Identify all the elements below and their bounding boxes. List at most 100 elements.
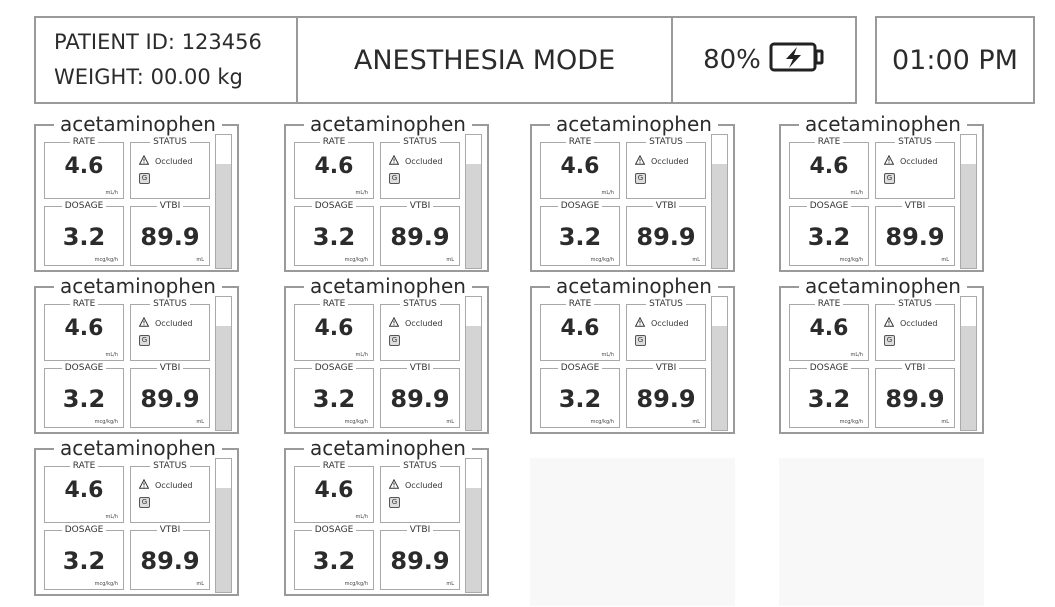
vtbi-cell: VTBI 89.9 mL	[130, 363, 210, 428]
volume-gauge-fill	[961, 164, 976, 268]
vtbi-label: VTBI	[406, 201, 434, 211]
dosage-value: 3.2	[807, 223, 851, 251]
dosage-unit: mcg/kg/h	[344, 581, 368, 587]
dosage-cell: DOSAGE 3.2 mcg/kg/h	[294, 363, 374, 428]
vtbi-cell: VTBI 89.9 mL	[130, 201, 210, 266]
dosage-label: DOSAGE	[61, 201, 107, 211]
warning-icon	[388, 154, 405, 167]
patient-id-label: PATIENT ID:	[54, 30, 175, 54]
pump-tile[interactable]: acetaminophen RATE 4.6 mL/h STATUS Occlu…	[34, 275, 239, 434]
warning-icon	[388, 316, 405, 329]
badge-g: G	[635, 335, 646, 346]
volume-gauge	[215, 296, 232, 431]
pump-tile[interactable]: acetaminophen RATE 4.6 mL/h STATUS Occlu…	[284, 275, 489, 434]
vtbi-cell: VTBI 89.9 mL	[875, 363, 955, 428]
volume-gauge-fill	[712, 164, 727, 268]
volume-gauge	[465, 134, 482, 269]
battery-status: 80%	[673, 18, 855, 102]
pump-tile[interactable]: acetaminophen RATE 4.6 mL/h STATUS Occlu…	[34, 437, 239, 596]
rate-unit: mL/h	[850, 190, 863, 196]
volume-gauge	[465, 458, 482, 593]
volume-gauge	[215, 134, 232, 269]
battery-charging-icon	[769, 42, 825, 79]
vtbi-label: VTBI	[406, 525, 434, 535]
pump-tile[interactable]: acetaminophen RATE 4.6 mL/h STATUS Occlu…	[779, 113, 984, 272]
volume-gauge	[215, 458, 232, 593]
status-cell: STATUS Occluded G	[626, 299, 706, 361]
dosage-unit: mcg/kg/h	[590, 419, 614, 425]
rate-unit: mL/h	[105, 190, 118, 196]
rate-value: 4.6	[560, 154, 600, 179]
vtbi-value: 89.9	[636, 385, 696, 413]
drug-name: acetaminophen	[54, 275, 222, 297]
dosage-cell: DOSAGE 3.2 mcg/kg/h	[540, 201, 620, 266]
dosage-unit: mcg/kg/h	[590, 257, 614, 263]
vtbi-label: VTBI	[156, 525, 184, 535]
dosage-cell: DOSAGE 3.2 mcg/kg/h	[44, 525, 124, 590]
patient-id-value: 123456	[181, 30, 262, 54]
vtbi-value: 89.9	[885, 223, 945, 251]
dosage-value: 3.2	[312, 385, 356, 413]
drug-name: acetaminophen	[304, 113, 472, 135]
rate-cell: RATE 4.6 mL/h	[294, 137, 374, 199]
vtbi-value: 89.9	[390, 223, 450, 251]
drug-name: acetaminophen	[550, 275, 718, 297]
dosage-cell: DOSAGE 3.2 mcg/kg/h	[44, 363, 124, 428]
volume-gauge-fill	[466, 164, 481, 268]
vtbi-cell: VTBI 89.9 mL	[380, 363, 460, 428]
weight-value: 00.00 kg	[150, 65, 243, 89]
badge-g: G	[884, 335, 895, 346]
vtbi-cell: VTBI 89.9 mL	[380, 525, 460, 590]
mode-indicator: ANESTHESIA MODE	[298, 18, 673, 102]
rate-label: RATE	[69, 137, 99, 147]
battery-percent: 80%	[703, 45, 761, 75]
drug-name: acetaminophen	[799, 113, 967, 135]
rate-unit: mL/h	[355, 352, 368, 358]
rate-label: RATE	[319, 137, 349, 147]
vtbi-value: 89.9	[390, 385, 450, 413]
vtbi-value: 89.9	[140, 385, 200, 413]
vtbi-value: 89.9	[140, 223, 200, 251]
pump-tile[interactable]: acetaminophen RATE 4.6 mL/h STATUS Occlu…	[530, 113, 735, 272]
dosage-cell: DOSAGE 3.2 mcg/kg/h	[789, 363, 869, 428]
clock-time: 01:00 PM	[892, 44, 1018, 76]
dosage-value: 3.2	[558, 223, 602, 251]
vtbi-label: VTBI	[652, 201, 680, 211]
dosage-unit: mcg/kg/h	[94, 257, 118, 263]
rate-value: 4.6	[809, 316, 849, 341]
warning-icon	[634, 154, 651, 167]
pump-tile[interactable]: acetaminophen RATE 4.6 mL/h STATUS Occlu…	[284, 113, 489, 272]
pump-tile[interactable]: acetaminophen RATE 4.6 mL/h STATUS Occlu…	[284, 437, 489, 596]
warning-icon	[634, 316, 651, 329]
rate-label: RATE	[565, 299, 595, 309]
rate-value: 4.6	[64, 478, 104, 503]
rate-value: 4.6	[560, 316, 600, 341]
status-value: Occluded	[900, 156, 938, 166]
vtbi-label: VTBI	[406, 363, 434, 373]
drug-name: acetaminophen	[304, 437, 472, 459]
vtbi-cell: VTBI 89.9 mL	[626, 363, 706, 428]
rate-cell: RATE 4.6 mL/h	[789, 137, 869, 199]
rate-label: RATE	[69, 461, 99, 471]
status-label: STATUS	[150, 299, 190, 309]
volume-gauge-fill	[466, 326, 481, 430]
status-value: Occluded	[900, 318, 938, 328]
rate-unit: mL/h	[355, 514, 368, 520]
volume-gauge	[711, 134, 728, 269]
dosage-label: DOSAGE	[311, 525, 357, 535]
rate-label: RATE	[814, 137, 844, 147]
vtbi-value: 89.9	[636, 223, 696, 251]
empty-pump-slot	[530, 458, 735, 606]
pump-tile[interactable]: acetaminophen RATE 4.6 mL/h STATUS Occlu…	[530, 275, 735, 434]
rate-value: 4.6	[314, 154, 354, 179]
volume-gauge	[960, 134, 977, 269]
rate-cell: RATE 4.6 mL/h	[789, 299, 869, 361]
badge-g: G	[139, 335, 150, 346]
dosage-label: DOSAGE	[61, 525, 107, 535]
rate-label: RATE	[319, 299, 349, 309]
rate-value: 4.6	[314, 478, 354, 503]
vtbi-unit: mL	[196, 257, 204, 263]
vtbi-cell: VTBI 89.9 mL	[875, 201, 955, 266]
pump-tile[interactable]: acetaminophen RATE 4.6 mL/h STATUS Occlu…	[779, 275, 984, 434]
pump-tile[interactable]: acetaminophen RATE 4.6 mL/h STATUS Occlu…	[34, 113, 239, 272]
